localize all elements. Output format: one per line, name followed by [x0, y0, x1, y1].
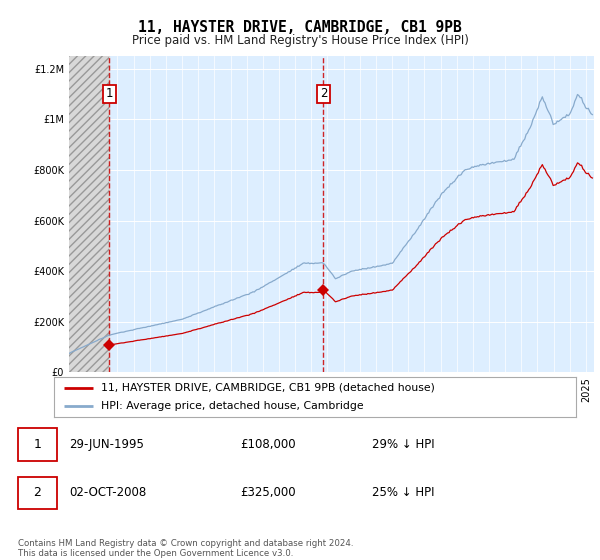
- FancyBboxPatch shape: [18, 428, 57, 461]
- Text: 2: 2: [320, 87, 327, 100]
- Text: Price paid vs. HM Land Registry's House Price Index (HPI): Price paid vs. HM Land Registry's House …: [131, 34, 469, 46]
- Text: 11, HAYSTER DRIVE, CAMBRIDGE, CB1 9PB (detached house): 11, HAYSTER DRIVE, CAMBRIDGE, CB1 9PB (d…: [101, 383, 435, 393]
- Text: £325,000: £325,000: [240, 486, 296, 500]
- Text: 1: 1: [106, 87, 113, 100]
- Text: 2: 2: [34, 486, 41, 500]
- Text: £108,000: £108,000: [240, 438, 296, 451]
- FancyBboxPatch shape: [18, 477, 57, 509]
- Text: HPI: Average price, detached house, Cambridge: HPI: Average price, detached house, Camb…: [101, 402, 364, 411]
- Text: 11, HAYSTER DRIVE, CAMBRIDGE, CB1 9PB: 11, HAYSTER DRIVE, CAMBRIDGE, CB1 9PB: [138, 20, 462, 35]
- Text: 1: 1: [34, 438, 41, 451]
- Bar: [69, 56, 109, 372]
- Text: 29-JUN-1995: 29-JUN-1995: [69, 438, 144, 451]
- Text: 29% ↓ HPI: 29% ↓ HPI: [372, 438, 434, 451]
- Bar: [69, 56, 109, 372]
- Text: Contains HM Land Registry data © Crown copyright and database right 2024.
This d: Contains HM Land Registry data © Crown c…: [18, 539, 353, 558]
- Text: 25% ↓ HPI: 25% ↓ HPI: [372, 486, 434, 500]
- Text: 02-OCT-2008: 02-OCT-2008: [69, 486, 146, 500]
